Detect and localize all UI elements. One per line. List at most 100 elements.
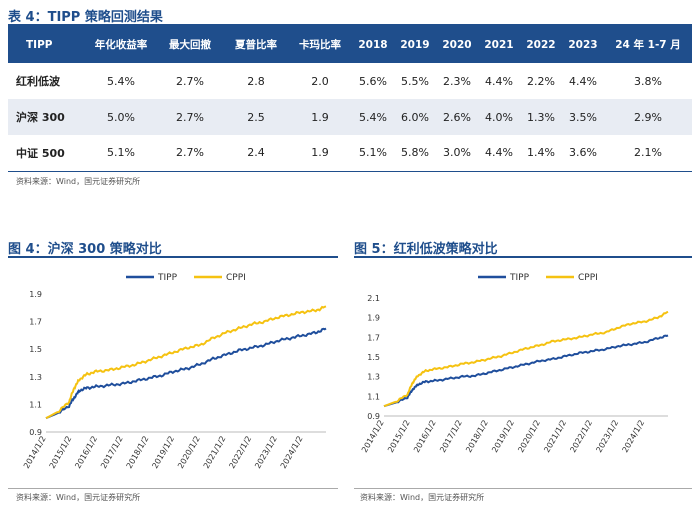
header-cell: 年化收益率 bbox=[86, 26, 156, 63]
x-tick-label: 2024/1/2 bbox=[279, 435, 305, 471]
cppi-line bbox=[383, 310, 669, 408]
fig5-source: 资料来源：Wind，国元证券研究所 bbox=[360, 493, 485, 502]
table-cell: 2.2% bbox=[527, 74, 555, 88]
header-cell: TIPP bbox=[8, 26, 86, 63]
table-cell: 3.6% bbox=[562, 135, 604, 172]
table-cell: 1.9 bbox=[288, 99, 352, 135]
table-cell: 1.9 bbox=[288, 135, 352, 172]
y-tick-label: 1.9 bbox=[29, 290, 42, 299]
header-cell: 2018 bbox=[352, 26, 394, 63]
table-cell: 2.8 bbox=[247, 74, 265, 88]
x-tick-label: 2019/1/2 bbox=[150, 435, 176, 471]
fig4-bottom-rule bbox=[8, 488, 338, 489]
tipp-line bbox=[383, 334, 669, 408]
x-tick-label: 2019/1/2 bbox=[490, 419, 516, 455]
table-cell: 2.6% bbox=[436, 99, 478, 135]
table-cell: 2.7% bbox=[156, 135, 224, 172]
table-cell: 2.5 bbox=[224, 99, 288, 135]
x-tick-label: 2021/1/2 bbox=[542, 419, 568, 455]
x-tick-label: 2017/1/2 bbox=[99, 435, 125, 471]
table-cell: 2.3% bbox=[443, 74, 471, 88]
y-tick-label: 1.3 bbox=[29, 373, 42, 382]
table-cell: 2.7% bbox=[156, 99, 224, 135]
fig4-title: 图 4：沪深 300 策略对比 bbox=[8, 242, 162, 257]
header-cell: 2022 bbox=[520, 26, 562, 63]
header-cell: 2023 bbox=[562, 26, 604, 63]
header-cell: 2021 bbox=[478, 26, 520, 63]
y-tick-label: 0.9 bbox=[367, 412, 380, 421]
table-cell: 2.7% bbox=[176, 74, 204, 88]
table-cell: 4.0% bbox=[478, 99, 520, 135]
table-cell: 2.4 bbox=[224, 135, 288, 172]
table-cell: 5.5% bbox=[401, 74, 429, 88]
legend-tipp-label: TIPP bbox=[157, 273, 178, 283]
x-tick-label: 2015/1/2 bbox=[48, 435, 74, 471]
table-cell: 3.5% bbox=[562, 99, 604, 135]
x-tick-label: 2022/1/2 bbox=[568, 419, 594, 455]
y-tick-label: 1.3 bbox=[367, 373, 380, 382]
table-cell: 6.0% bbox=[394, 99, 436, 135]
tipp-line bbox=[45, 327, 327, 420]
x-tick-label: 2018/1/2 bbox=[125, 435, 151, 471]
legend-tipp-label: TIPP bbox=[509, 273, 530, 283]
fig5-title: 图 5：红利低波策略对比 bbox=[354, 242, 498, 257]
table-cell: 5.6% bbox=[359, 74, 387, 88]
header-cell: 24 年 1-7 月 bbox=[604, 26, 692, 63]
y-tick-label: 1.5 bbox=[29, 345, 42, 354]
x-tick-label: 2023/1/2 bbox=[253, 435, 279, 471]
x-tick-label: 2015/1/2 bbox=[386, 419, 412, 455]
table-row: 中证 500 5.1% 2.7% 2.4 1.9 5.1% 5.8% 3.0% … bbox=[8, 135, 692, 172]
table-cell: 4.4% bbox=[478, 135, 520, 172]
y-tick-label: 1.7 bbox=[29, 318, 42, 327]
x-tick-label: 2018/1/2 bbox=[464, 419, 490, 455]
header-cell: 2019 bbox=[394, 26, 436, 63]
table-cell: 5.1% bbox=[352, 135, 394, 172]
fig5-rule bbox=[354, 256, 692, 258]
x-tick-label: 2017/1/2 bbox=[438, 419, 464, 455]
table-cell: 3.0% bbox=[436, 135, 478, 172]
y-tick-label: 1.5 bbox=[367, 353, 380, 362]
cppi-line bbox=[45, 305, 327, 420]
table-cell: 5.1% bbox=[86, 135, 156, 172]
x-tick-label: 2014/1/2 bbox=[22, 435, 48, 471]
header-cell: 2020 bbox=[436, 26, 478, 63]
table-source: 资料来源：Wind，国元证券研究所 bbox=[16, 177, 141, 186]
table-cell: 5.4% bbox=[107, 74, 135, 88]
header-cell: 夏普比率 bbox=[224, 26, 288, 63]
fig5-bottom-rule bbox=[354, 488, 692, 489]
y-tick-label: 2.1 bbox=[367, 294, 380, 303]
table-cell: 4.4% bbox=[569, 74, 597, 88]
x-tick-label: 2016/1/2 bbox=[412, 419, 438, 455]
title-rule bbox=[8, 24, 692, 26]
table-cell: 5.4% bbox=[352, 99, 394, 135]
y-tick-label: 1.7 bbox=[367, 333, 380, 342]
x-tick-label: 2020/1/2 bbox=[176, 435, 202, 471]
y-tick-label: 0.9 bbox=[29, 428, 42, 437]
table-cell: 1.3% bbox=[520, 99, 562, 135]
x-tick-label: 2021/1/2 bbox=[202, 435, 228, 471]
fig4-rule bbox=[8, 256, 338, 258]
header-cell: 最大回撤 bbox=[156, 26, 224, 63]
x-tick-label: 2023/1/2 bbox=[594, 419, 620, 455]
fig4-source: 资料来源：Wind，国元证券研究所 bbox=[16, 493, 141, 502]
table-cell: 2.1% bbox=[604, 135, 692, 172]
x-tick-label: 2020/1/2 bbox=[516, 419, 542, 455]
x-tick-label: 2014/1/2 bbox=[360, 419, 386, 455]
x-tick-label: 2016/1/2 bbox=[73, 435, 99, 471]
row-label: 中证 500 bbox=[8, 135, 86, 172]
y-tick-label: 1.1 bbox=[367, 392, 380, 401]
table-header-row: TIPP 年化收益率 最大回撤 夏普比率 卡玛比率 2018 2019 2020… bbox=[8, 26, 692, 63]
table-cell: 1.4% bbox=[520, 135, 562, 172]
table-cell: 5.0% bbox=[86, 99, 156, 135]
y-tick-label: 1.1 bbox=[29, 400, 42, 409]
table-cell: 2.0 bbox=[311, 74, 329, 88]
table-cell: 2.9% bbox=[604, 99, 692, 135]
row-label: 沪深 300 bbox=[8, 99, 86, 135]
row-label: 红利低波 bbox=[16, 75, 60, 88]
legend-cppi-label: CPPI bbox=[578, 273, 598, 283]
table-cell: 4.4% bbox=[485, 74, 513, 88]
fig5-legend: TIPP CPPI bbox=[478, 273, 598, 283]
table-cell: 5.8% bbox=[394, 135, 436, 172]
fig4-legend: TIPP CPPI bbox=[126, 273, 246, 283]
fig5-chart: TIPP CPPI 0.9 1.1 1.3 1.5 1.7 1.9 2.1 2014/1/2… bbox=[360, 273, 669, 455]
